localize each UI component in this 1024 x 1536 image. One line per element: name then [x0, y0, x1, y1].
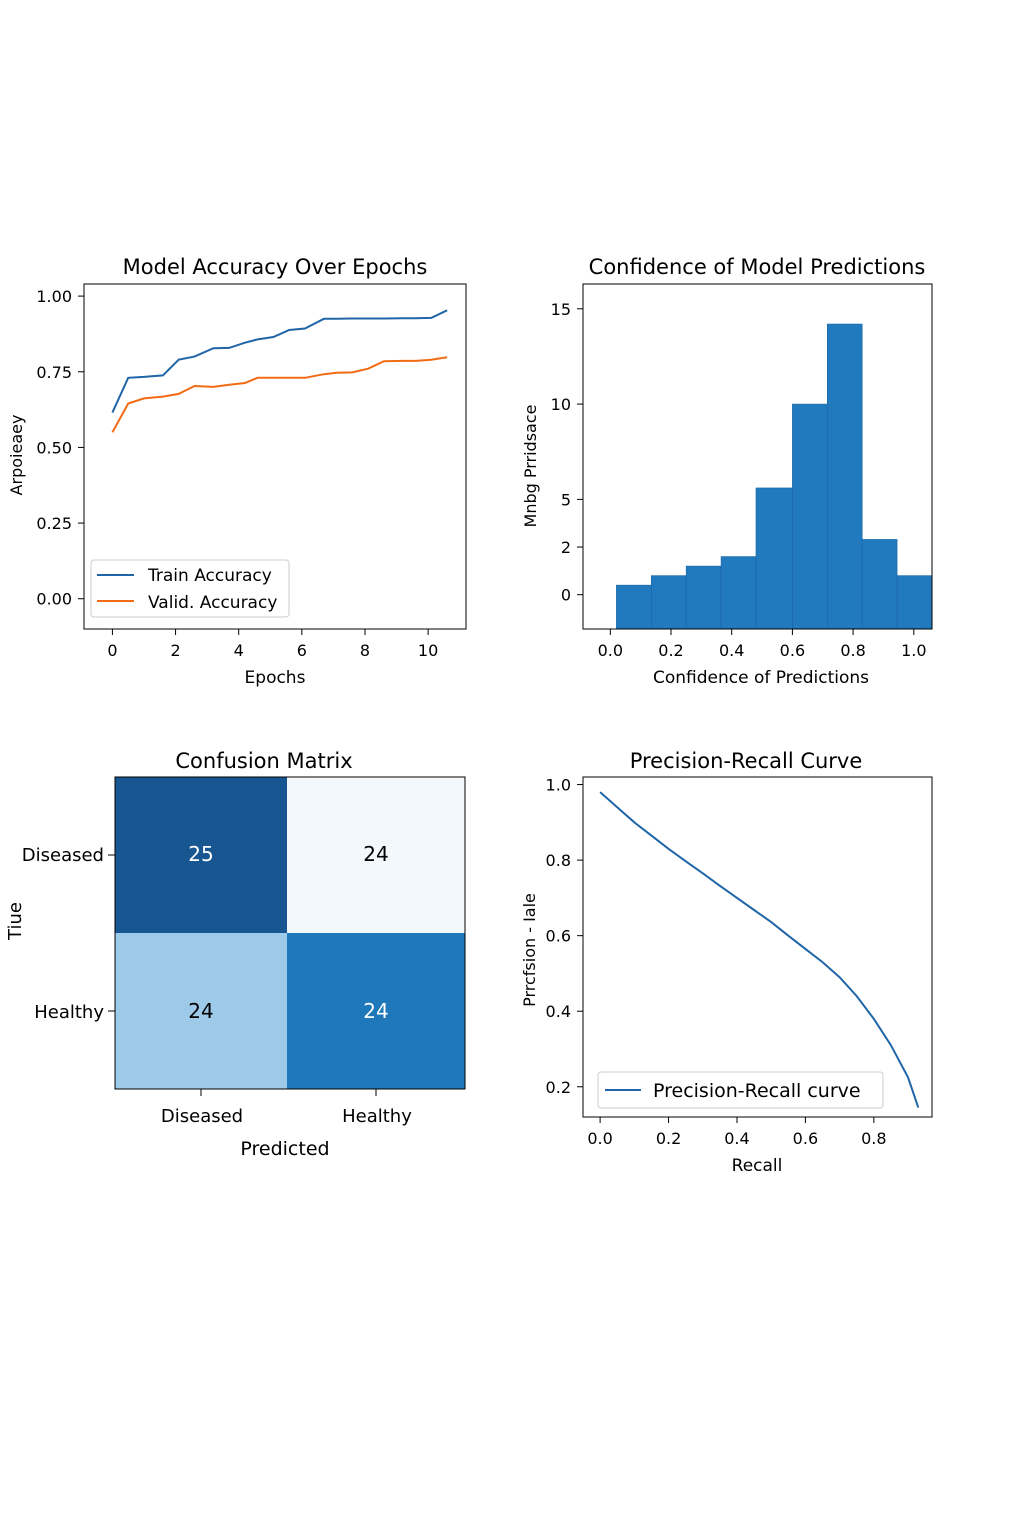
accuracy-xtick-label: 0 [107, 641, 117, 660]
accuracy-ytick-label: 0.75 [36, 363, 72, 382]
confusion-cell-healthy-diseased [115, 933, 287, 1089]
histogram-bar [616, 584, 652, 630]
accuracy-y-ticks: 0.00 0.25 0.50 0.75 1.00 [36, 287, 84, 609]
pr-series-line-0 [599, 791, 920, 1108]
confusion-cell-diseased-healthy [287, 777, 465, 933]
histogram-bar [792, 403, 828, 630]
confidence-xtick-label: 0.4 [719, 641, 744, 660]
confidence-ytick-label: 2 [561, 538, 571, 557]
confusion-title: Confusion Matrix [175, 749, 352, 773]
pr-title: Precision-Recall Curve [630, 749, 863, 773]
accuracy-x-ticks: 0 2 4 6 8 10 [107, 629, 438, 660]
accuracy-xtick-label: 2 [170, 641, 180, 660]
legend-valid-label: Valid. Accuracy [148, 593, 277, 613]
accuracy-ytick-label: 1.00 [36, 287, 72, 306]
confidence-xtick-label: 1.0 [901, 641, 926, 660]
accuracy-y-label: Arpoieaey [7, 415, 26, 496]
confusion-value: 24 [363, 842, 388, 866]
pr-ytick-label: 1.0 [546, 776, 571, 795]
accuracy-title: Model Accuracy Over Epochs [123, 255, 428, 279]
pr-ytick-label: 0.6 [546, 927, 571, 946]
pr-x-label: Recall [732, 1156, 783, 1176]
confidence-ytick-label: 15 [551, 300, 571, 319]
confidence-x-label: Confidence of Predictions [653, 668, 869, 688]
confusion-value: 24 [363, 999, 388, 1023]
accuracy-plot-frame [83, 283, 467, 630]
accuracy-xtick-label: 8 [360, 641, 370, 660]
confusion-y-label: Tiue [5, 902, 26, 941]
pr-lines [599, 791, 920, 1108]
pr-legend-box [597, 1071, 884, 1109]
histogram-bar [650, 575, 687, 630]
histogram-bar [685, 565, 722, 630]
accuracy-xtick-label: 6 [297, 641, 307, 660]
confidence-y-ticks: 0 2 5 10 15 [551, 300, 583, 605]
pr-xtick-label: 0.4 [724, 1129, 749, 1148]
pr-xtick-label: 0.2 [656, 1129, 681, 1148]
pr-plot-frame [582, 776, 933, 1118]
confidence-y-label: Mnbg Prridsace [521, 405, 540, 528]
pr-ytick-label: 0.2 [546, 1078, 571, 1097]
confusion-frame [114, 776, 466, 1090]
confidence-bars [616, 323, 933, 630]
accuracy-panel: Model Accuracy Over Epochs 0 2 4 6 8 10 0.000… [7, 255, 467, 688]
pr-y-label: Prrcfsion - Iale [520, 893, 539, 1007]
confusion-cell-diseased-diseased [115, 777, 287, 933]
accuracy-xtick-label: 10 [418, 641, 438, 660]
confidence-ytick-label: 0 [561, 586, 571, 605]
confusion-ytick-label: Healthy [34, 1002, 104, 1023]
accuracy-lines [111, 309, 448, 433]
legend-pr-label: Precision-Recall curve [653, 1080, 861, 1102]
confidence-xtick-label: 0.6 [780, 641, 805, 660]
accuracy-ytick-label: 0.25 [36, 514, 72, 533]
pr-ytick-label: 0.8 [546, 851, 571, 870]
histogram-bar [861, 539, 898, 630]
pr-ytick-label: 0.4 [546, 1002, 571, 1021]
confidence-panel: Confidence of Model Predictions 0.0 0.2 0.… [521, 255, 933, 688]
pr-x-ticks: 0.0 0.2 0.4 0.6 0.8 [587, 1117, 887, 1148]
confusion-xtick-label: Healthy [342, 1106, 412, 1127]
histogram-bar [826, 323, 863, 630]
accuracy-series-line-1 [111, 356, 448, 433]
pr-xtick-label: 0.8 [861, 1129, 886, 1148]
accuracy-xtick-label: 4 [234, 641, 244, 660]
confusion-xtick-label: Diseased [161, 1106, 243, 1127]
histogram-bar [755, 487, 793, 630]
confidence-ytick-label: 10 [551, 395, 571, 414]
accuracy-ytick-label: 0.00 [36, 590, 72, 609]
confidence-xtick-label: 0.2 [658, 641, 683, 660]
accuracy-ytick-label: 0.50 [36, 438, 72, 457]
confusion-value: 25 [188, 842, 213, 866]
histogram-bar [720, 556, 757, 630]
accuracy-legend-box [90, 559, 290, 618]
histogram-bar [896, 575, 933, 630]
pr-panel: Precision-Recall Curve 0.0 0.2 0.4 0.6 0.8 0… [520, 749, 933, 1176]
confidence-ytick-label: 5 [561, 490, 571, 509]
confusion-cell-healthy-healthy [287, 933, 465, 1089]
pr-xtick-label: 0.6 [793, 1129, 818, 1148]
confidence-xtick-label: 0.0 [598, 641, 623, 660]
accuracy-legend: Train Accuracy Valid. Accuracy [90, 559, 290, 618]
pr-xtick-label: 0.0 [587, 1129, 612, 1148]
confidence-xtick-label: 0.8 [840, 641, 865, 660]
confusion-panel: Confusion Matrix 25 24 24 24 Diseased He… [5, 749, 466, 1160]
legend-train-label: Train Accuracy [147, 566, 272, 586]
pr-y-ticks: 0.2 0.4 0.6 0.8 1.0 [546, 776, 583, 1097]
pr-legend: Precision-Recall curve [597, 1071, 884, 1109]
confusion-value: 24 [188, 999, 213, 1023]
accuracy-x-label: Epochs [245, 668, 306, 688]
confidence-title: Confidence of Model Predictions [589, 255, 926, 279]
confusion-ytick-label: Diseased [22, 845, 104, 866]
accuracy-series-line-0 [111, 309, 448, 414]
confusion-x-label: Predicted [240, 1138, 329, 1160]
confidence-plot-frame [582, 283, 933, 630]
confidence-x-ticks: 0.0 0.2 0.4 0.6 0.8 1.0 [598, 629, 927, 660]
